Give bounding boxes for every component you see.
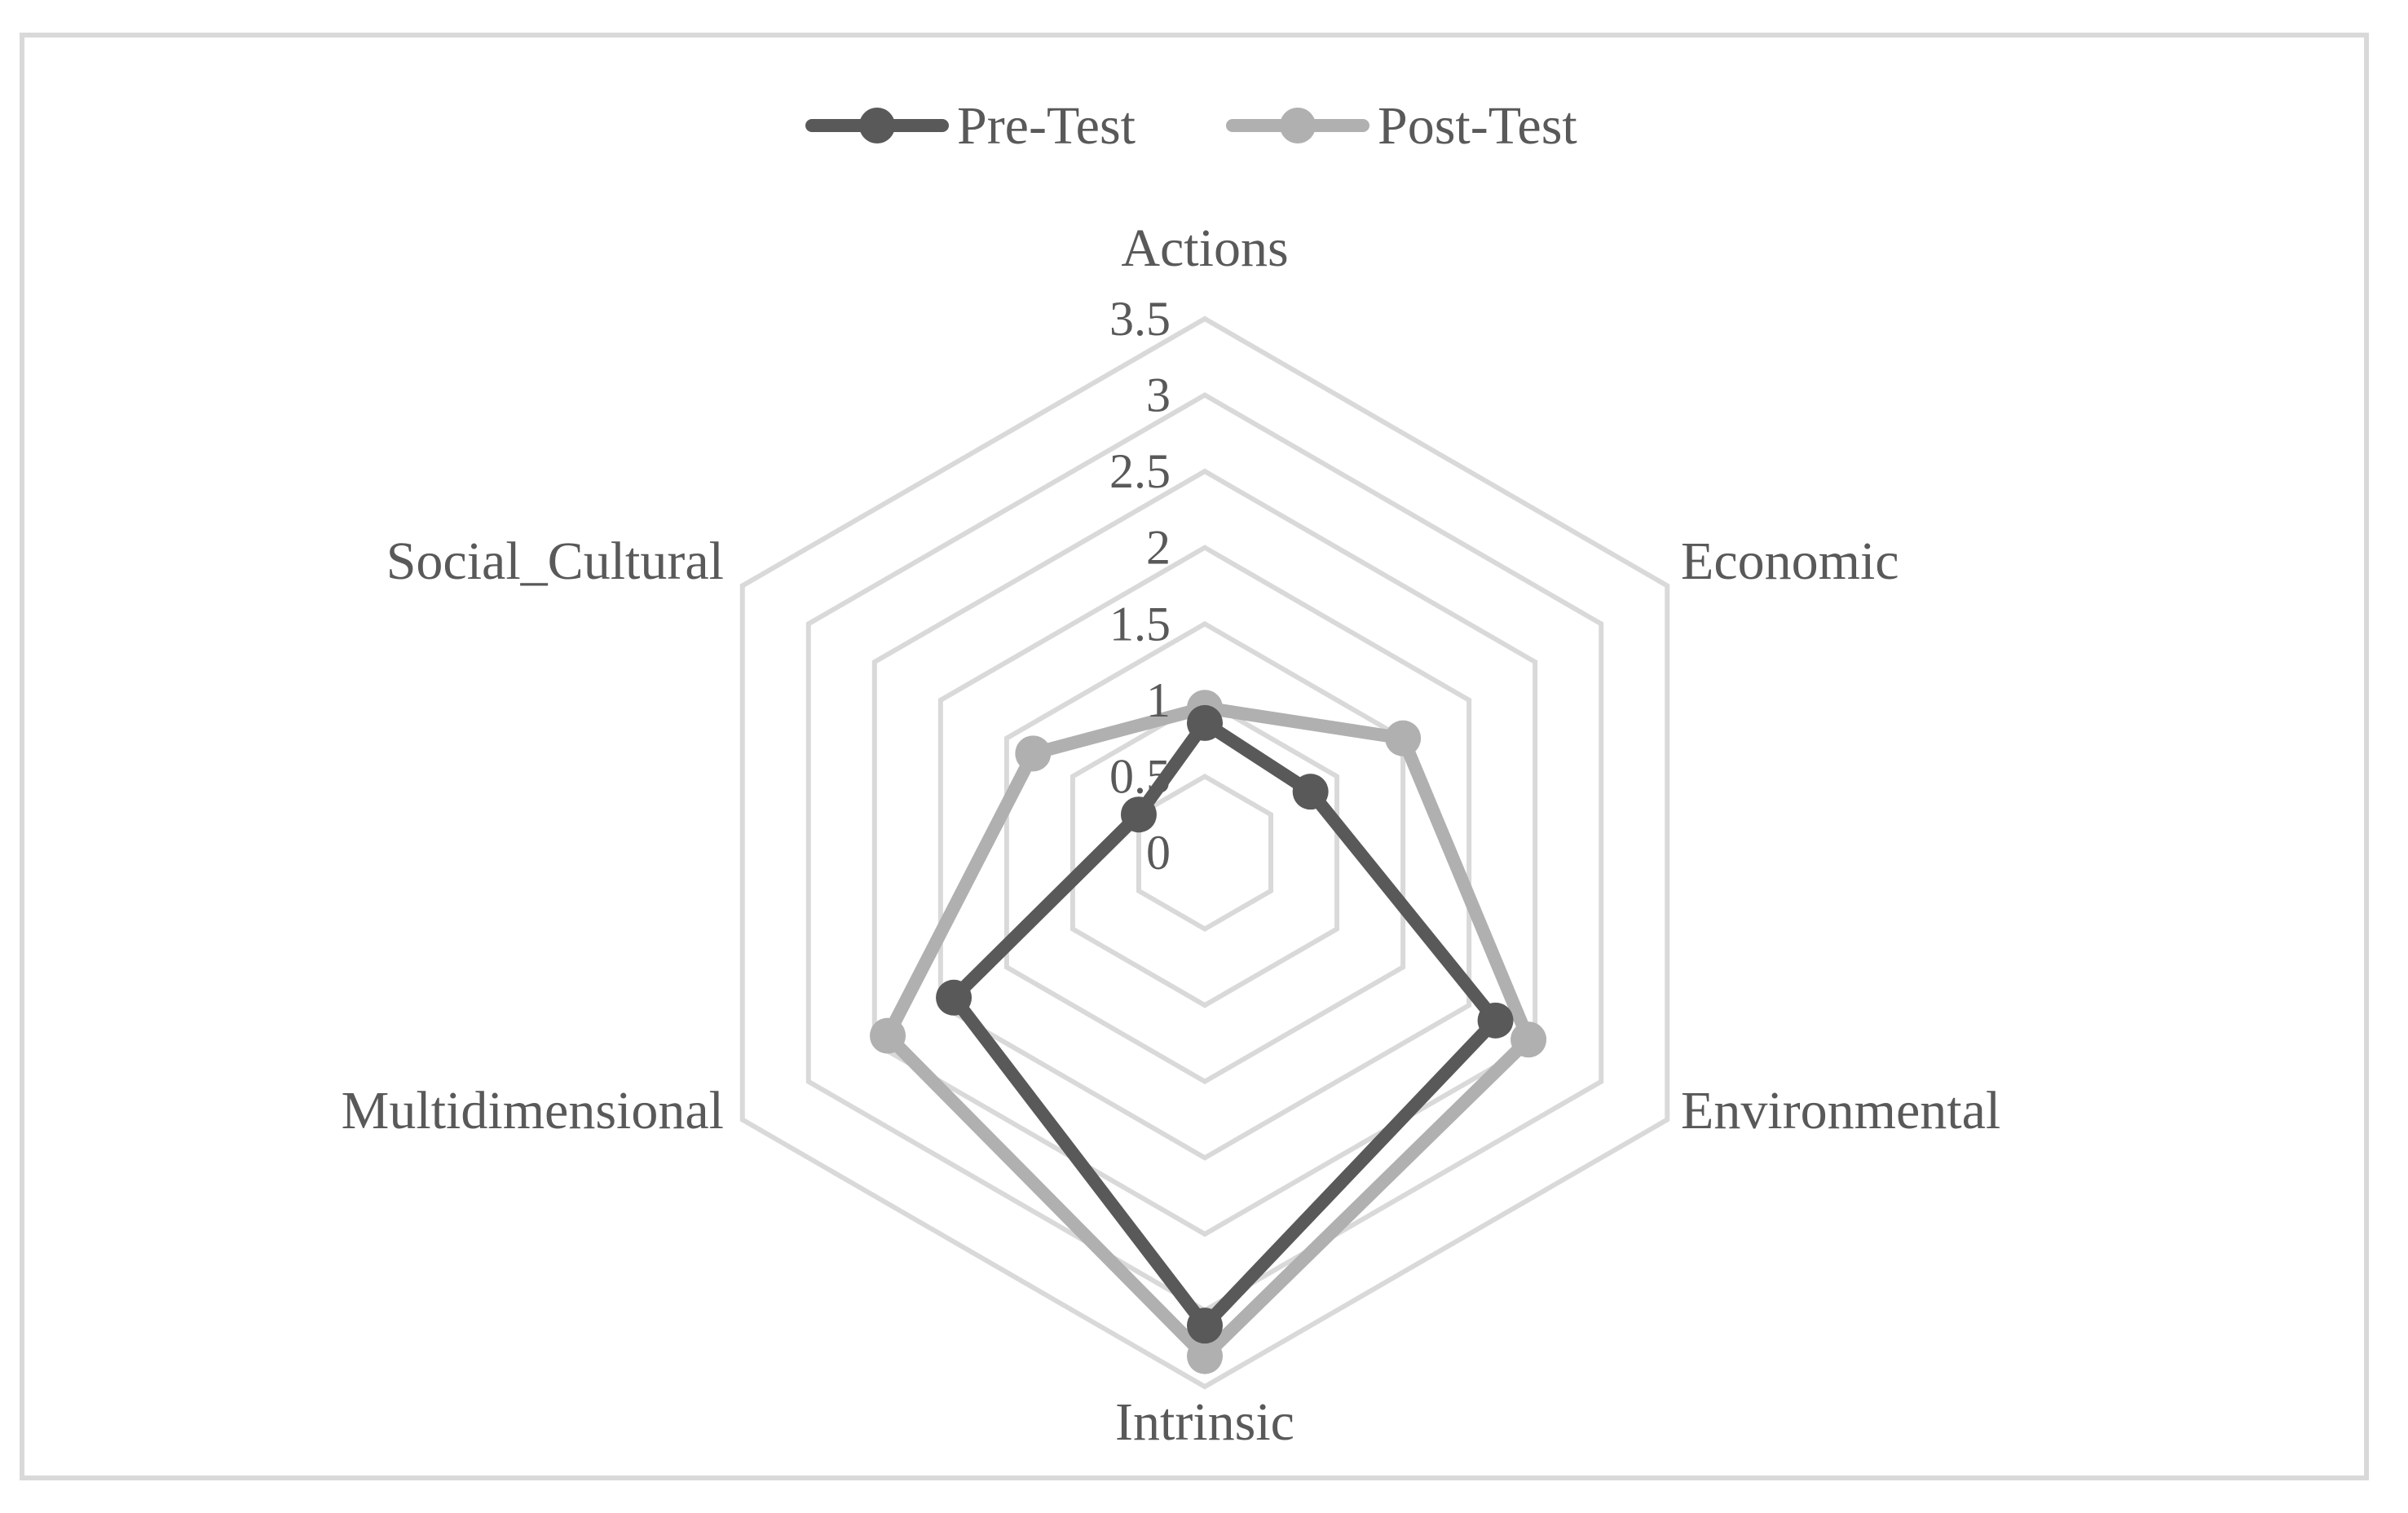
tick-label: 1 [1146,673,1171,727]
data-point-1-5 [1015,735,1052,772]
data-point-1-4 [870,1017,906,1054]
data-point-1-2 [1511,1021,1547,1058]
axis-label-multidimensional: Multidimensional [342,1081,724,1140]
legend-label: Post-Test [1378,96,1577,156]
legend-label: Pre-Test [957,96,1136,156]
data-point-0-0 [1187,704,1223,741]
series-line-0 [947,716,1502,1333]
grid-ring-6 [805,392,1604,1313]
legend-swatch-marker [859,108,895,143]
data-point-1-1 [1385,720,1422,756]
data-point-0-5 [1120,796,1157,833]
axis-label-economic: Economic [1681,532,1899,591]
data-point-0-1 [1292,774,1329,810]
grid-ring-2 [1069,697,1340,1008]
axis-label-intrinsic: Intrinsic [1115,1392,1294,1452]
legend-swatch-marker [1280,108,1316,143]
chart-frame [20,33,2369,1480]
axis-label-layer: Actions Economic Environmental Intrinsic Mul… [342,218,2001,1452]
series-layer [870,690,1547,1374]
tick-label: 1.5 [1109,597,1171,651]
legend: Pre-Test Post-Test [805,96,1577,156]
tick-label: 3.5 [1109,292,1171,346]
grid-ring-5 [871,468,1538,1237]
tick-label: 0.5 [1109,749,1171,803]
axis-label-environmental: Environmental [1681,1081,2000,1140]
tick-label: 0 [1146,826,1171,880]
grid-ring-4 [937,545,1472,1161]
grid-layer [739,315,1670,1390]
data-point-0-3 [1187,1308,1223,1344]
data-point-0-2 [1477,1002,1514,1039]
tick-layer: 0 0.5 1 1.5 2 2.5 3 3.5 [1109,292,1171,880]
data-point-1-3 [1187,1338,1223,1374]
tick-label: 2 [1146,521,1171,575]
data-point-0-4 [936,979,972,1016]
axis-label-social-cultural: Social_Cultural [386,532,724,591]
tick-label: 2.5 [1109,444,1171,498]
axis-label-actions: Actions [1121,218,1288,278]
tick-label: 3 [1146,368,1171,422]
grid-ring-7 [739,315,1670,1390]
